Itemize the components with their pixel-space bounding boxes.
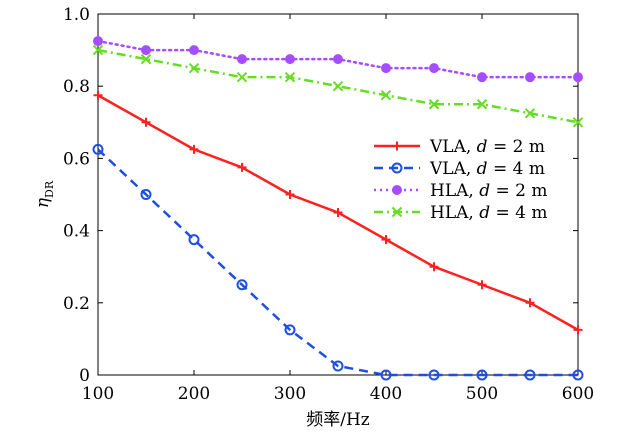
- y-tick-label: 0.8: [63, 77, 90, 97]
- data-point: [428, 99, 440, 110]
- x-tick-label: 200: [178, 384, 210, 404]
- legend-label: VLA, d = 2 m: [429, 137, 545, 157]
- data-point: [189, 45, 199, 56]
- data-point: [236, 279, 248, 291]
- data-point: [236, 71, 248, 83]
- data-point: [285, 54, 295, 65]
- data-point: [92, 143, 104, 155]
- x-tick-label: 400: [370, 384, 402, 404]
- data-point: [477, 72, 487, 83]
- data-point: [524, 369, 536, 381]
- data-point: [524, 108, 536, 119]
- data-point: [92, 44, 104, 56]
- data-point: [380, 90, 392, 101]
- plot-area-frame: [97, 13, 579, 376]
- legend-item: VLA, d = 4 m: [374, 159, 545, 179]
- data-point: [237, 162, 247, 172]
- data-point: [284, 71, 296, 83]
- series-1: [93, 90, 583, 335]
- x-tick-label: 300: [274, 384, 306, 404]
- y-tick-label: 0.2: [63, 294, 90, 314]
- y-tick-label: 0: [79, 366, 90, 386]
- y-axis-label: ηDR: [33, 180, 56, 208]
- data-point: [429, 63, 439, 74]
- data-point: [573, 72, 583, 83]
- data-point: [333, 208, 343, 218]
- data-point: [380, 369, 392, 381]
- data-point: [525, 298, 535, 308]
- data-point: [93, 36, 103, 47]
- data-point: [476, 99, 488, 110]
- legend-item: HLA, d = 4 m: [374, 203, 548, 223]
- series-4: [92, 44, 584, 128]
- data-point: [141, 45, 151, 56]
- data-point: [141, 117, 151, 127]
- x-tick-label: 600: [562, 384, 594, 404]
- data-point: [332, 360, 344, 372]
- data-point: [476, 369, 488, 381]
- data-point: [428, 369, 440, 381]
- legend-marker: [392, 141, 402, 151]
- legend-label: HLA, d = 2 m: [430, 181, 548, 201]
- y-tick-label: 0.4: [63, 222, 90, 242]
- legend-item: HLA, d = 2 m: [374, 181, 548, 201]
- legend-marker: [392, 185, 402, 195]
- data-point: [573, 325, 583, 335]
- series-2: [92, 143, 584, 381]
- legend-item: VLA, d = 2 m: [374, 137, 545, 157]
- y-axis-subscript: DR: [43, 180, 56, 198]
- data-point: [93, 90, 103, 100]
- data-point: [140, 189, 152, 200]
- data-point: [284, 324, 296, 336]
- data-point: [381, 235, 391, 245]
- data-point: [572, 369, 584, 381]
- data-point: [237, 54, 247, 65]
- series-line: [97, 148, 578, 377]
- data-point: [189, 144, 199, 154]
- series-line: [97, 48, 579, 124]
- legend-label: VLA, d = 4 m: [429, 159, 545, 179]
- x-tick-label: 500: [466, 384, 498, 404]
- data-point: [188, 62, 200, 74]
- data-point: [572, 117, 584, 128]
- data-point: [332, 80, 344, 92]
- data-point: [477, 280, 487, 290]
- legend-marker: [391, 206, 403, 218]
- series-3: [93, 36, 583, 83]
- data-point: [429, 262, 439, 272]
- x-tick-label: 100: [82, 384, 114, 404]
- y-tick-label: 0.6: [63, 149, 90, 169]
- x-axis-label: 频率/Hz: [306, 410, 370, 430]
- data-point: [140, 53, 152, 65]
- data-point: [188, 234, 200, 246]
- data-point: [525, 72, 535, 83]
- y-tick-label: 1.0: [63, 5, 90, 25]
- data-point: [333, 54, 343, 65]
- y-axis-symbol: η: [33, 197, 53, 208]
- legend-label: HLA, d = 4 m: [430, 203, 548, 223]
- data-point: [285, 190, 295, 199]
- data-point: [381, 63, 391, 74]
- legend-marker: [391, 162, 403, 174]
